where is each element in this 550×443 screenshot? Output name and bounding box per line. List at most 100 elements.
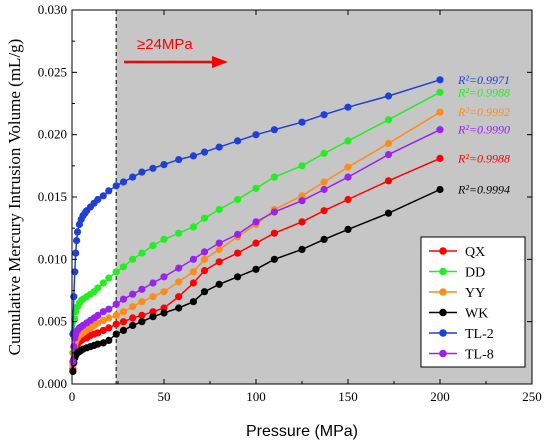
y-tick-label: 0.015: [38, 189, 67, 204]
data-point: [384, 151, 393, 159]
legend-marker: [439, 329, 447, 337]
data-point: [99, 326, 107, 334]
r2-labels: R²=0.9988 R²=0.9988 R²=0.9992 R²=0.9994 R²=0…: [457, 73, 510, 197]
data-point: [215, 258, 223, 266]
data-point: [270, 208, 278, 216]
legend-marker: [439, 267, 447, 276]
data-point: [99, 279, 107, 287]
data-point: [298, 118, 306, 126]
data-point: [234, 273, 242, 281]
data-point: [160, 288, 168, 296]
data-point: [270, 229, 278, 237]
data-point: [189, 298, 197, 306]
data-point: [119, 318, 128, 326]
r2-label-yy: R²=0.9992: [457, 105, 510, 119]
data-point: [320, 185, 328, 194]
data-point: [112, 320, 120, 328]
axes-layer: 0 50 100 150 200 250 0.000 0.005 0.010 0.015 0.020…: [38, 2, 542, 404]
data-point: [105, 274, 113, 282]
y-tick-label: 0.005: [38, 314, 67, 329]
y-tick-label: 0.030: [38, 2, 67, 17]
y-tick-label: 0.025: [38, 64, 67, 79]
legend-marker: [439, 288, 447, 296]
data-point: [344, 195, 352, 204]
data-point: [99, 192, 107, 200]
data-point: [129, 314, 137, 322]
data-point: [73, 228, 82, 236]
data-point: [70, 293, 78, 301]
data-point: [149, 279, 157, 287]
legend-label: YY: [465, 286, 485, 301]
data-point: [129, 321, 137, 329]
data-point: [344, 225, 352, 233]
data-point: [99, 316, 107, 324]
data-point: [234, 137, 242, 145]
data-point: [175, 278, 183, 286]
data-point: [234, 249, 242, 257]
data-point: [270, 255, 278, 263]
data-point: [149, 293, 157, 301]
r2-label-dd: R²=0.9988: [457, 85, 510, 99]
data-point: [112, 268, 120, 276]
data-point: [252, 184, 260, 192]
y-tick-label: 0.000: [38, 376, 67, 391]
data-point: [200, 248, 209, 256]
data-point: [138, 249, 146, 257]
x-tick-label: 150: [338, 389, 358, 404]
labels-layer: Pressure (MPa) Cumulative Mercury Intrus…: [5, 36, 358, 440]
data-point: [138, 298, 146, 306]
data-point: [320, 178, 328, 186]
data-point: [320, 207, 328, 215]
data-point: [436, 154, 444, 162]
series-wk: [69, 185, 444, 376]
annotation-arrow-head: [212, 56, 228, 68]
y-tick-label: 0.010: [38, 251, 67, 266]
data-point: [215, 143, 223, 151]
legend-marker: [439, 247, 447, 255]
legend-label: QX: [465, 245, 485, 260]
data-point: [112, 330, 120, 338]
data-point: [160, 235, 168, 243]
x-tick-label: 0: [69, 389, 76, 404]
legend-item-dd: DD: [429, 266, 485, 281]
data-point: [384, 209, 393, 217]
data-point: [129, 290, 137, 298]
data-point: [99, 308, 107, 316]
data-point: [94, 311, 102, 319]
data-point: [160, 273, 168, 281]
x-axis-title: Pressure (MPa): [246, 423, 358, 440]
data-point: [384, 139, 393, 147]
legend-box: [420, 236, 526, 368]
data-point: [138, 168, 146, 176]
data-point: [234, 195, 242, 204]
data-point: [189, 223, 197, 231]
series-line-tl-2: [72, 79, 441, 335]
data-point: [344, 163, 352, 171]
x-tick-label: 100: [246, 389, 266, 404]
data-point: [105, 336, 113, 344]
data-point: [175, 264, 183, 272]
data-point: [160, 161, 168, 169]
data-point: [149, 313, 157, 321]
data-point: [252, 218, 260, 226]
data-point: [436, 126, 444, 134]
data-point: [189, 255, 197, 263]
data-point: [138, 285, 146, 293]
data-point: [69, 367, 77, 376]
data-point: [119, 295, 128, 303]
data-point: [138, 311, 146, 319]
data-point: [160, 309, 168, 317]
data-point: [344, 137, 352, 145]
data-point: [119, 308, 128, 316]
data-point: [298, 197, 306, 205]
data-point: [175, 156, 183, 164]
data-point: [69, 358, 77, 366]
legend-item-tl-2: TL-2: [429, 327, 494, 342]
data-point: [138, 318, 146, 326]
data-point: [175, 229, 183, 237]
legend-item-wk: WK: [429, 307, 488, 322]
series-tl-8: [69, 126, 444, 366]
x-tick-label: 200: [430, 389, 450, 404]
data-point: [112, 311, 120, 319]
